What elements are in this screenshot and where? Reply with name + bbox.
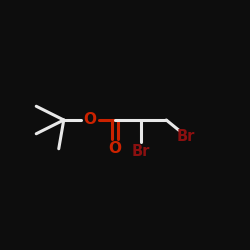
Text: Br: Br	[132, 144, 150, 159]
Text: Br: Br	[177, 129, 196, 144]
Text: O: O	[108, 141, 122, 156]
Text: O: O	[84, 112, 96, 128]
